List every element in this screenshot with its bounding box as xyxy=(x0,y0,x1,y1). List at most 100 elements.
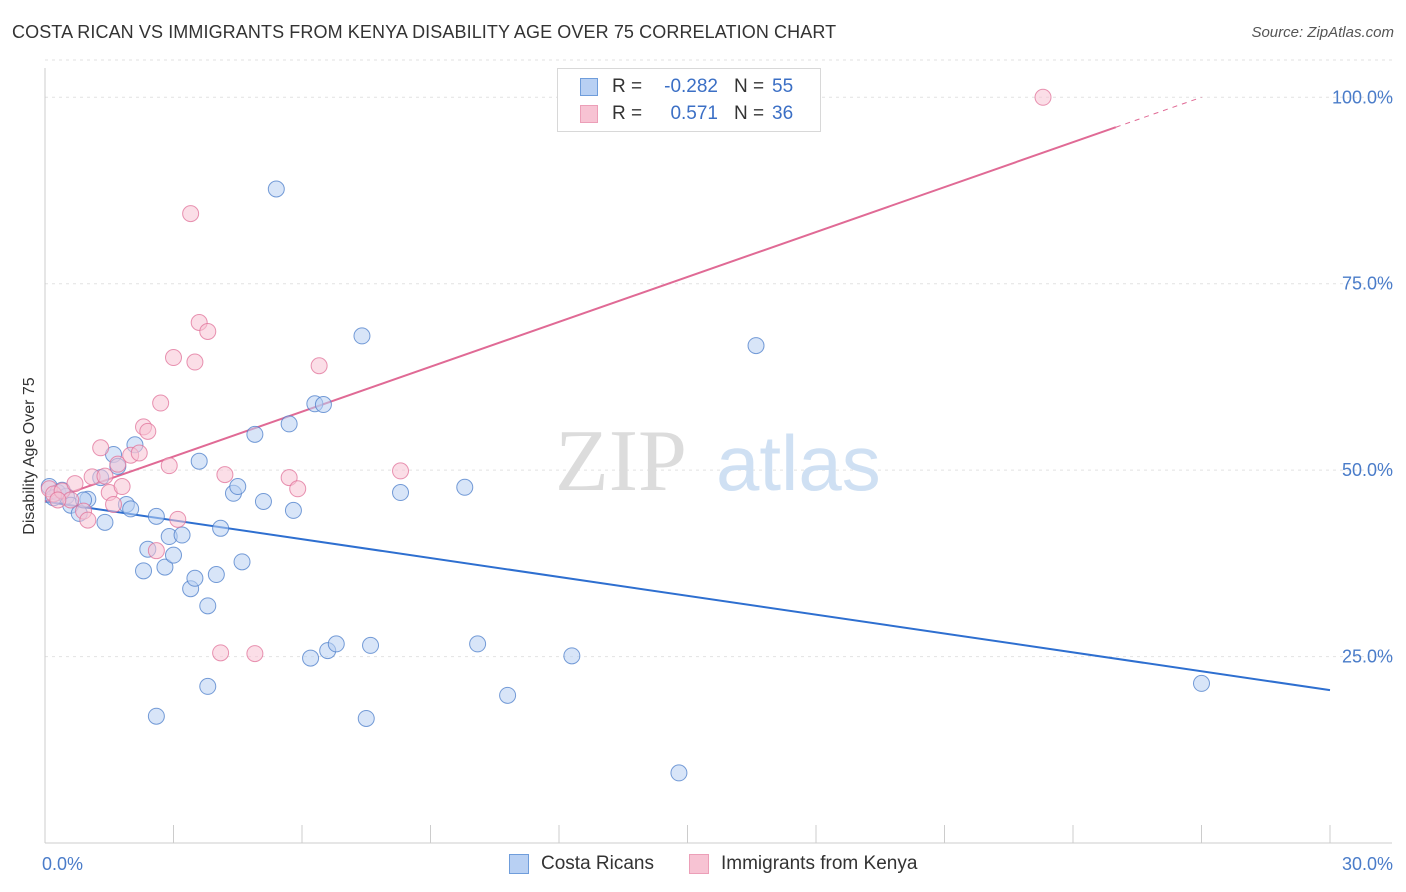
y-axis-label: Disability Age Over 75 xyxy=(21,377,38,535)
legend-r-label: R = xyxy=(612,103,643,124)
point-costa-rican xyxy=(147,507,165,525)
data-points xyxy=(40,88,1210,782)
point-costa-rican xyxy=(353,327,371,345)
point-costa-rican xyxy=(362,636,380,654)
point-kenya xyxy=(130,444,148,462)
legend-swatch-pink xyxy=(580,105,598,123)
point-costa-rican xyxy=(392,484,410,502)
y-tick-label: 75.0% xyxy=(1342,274,1393,294)
legend-swatch-blue xyxy=(580,78,598,96)
x-tick-label: 30.0% xyxy=(1342,854,1393,874)
point-costa-rican xyxy=(156,558,174,576)
point-kenya xyxy=(216,466,234,484)
point-costa-rican xyxy=(280,415,298,433)
point-kenya xyxy=(186,353,204,371)
x-tick-label: 0.0% xyxy=(42,854,83,874)
point-costa-rican xyxy=(302,649,320,667)
point-kenya xyxy=(66,475,84,493)
point-costa-rican xyxy=(254,492,272,510)
watermark-zip: ZIP xyxy=(555,413,687,510)
point-costa-rican xyxy=(284,501,302,519)
point-costa-rican xyxy=(267,180,285,198)
legend-label: Costa Ricans xyxy=(541,853,654,874)
legend-r-value: -0.282 xyxy=(664,76,718,97)
trend-lines xyxy=(44,96,1331,692)
legend-item-costa-ricans[interactable]: Costa Ricans xyxy=(509,852,654,876)
y-tick-label: 50.0% xyxy=(1342,460,1393,480)
watermark: ZIP atlas xyxy=(555,413,881,510)
point-kenya xyxy=(96,467,114,485)
point-costa-rican xyxy=(165,546,182,564)
point-costa-rican xyxy=(173,526,191,544)
watermark-atlas: atlas xyxy=(716,419,881,507)
chart-title: COSTA RICAN VS IMMIGRANTS FROM KENYA DIS… xyxy=(12,22,837,42)
y-tick-label: 100.0% xyxy=(1332,87,1393,107)
point-costa-rican xyxy=(190,452,208,470)
point-costa-rican xyxy=(499,686,517,704)
point-costa-rican xyxy=(233,553,251,571)
legend-r-label: R = xyxy=(612,76,643,97)
point-kenya xyxy=(92,439,110,457)
trend-line-kenya xyxy=(44,126,1117,503)
point-kenya xyxy=(165,349,182,367)
point-costa-rican xyxy=(327,635,345,653)
axes xyxy=(44,68,1392,844)
point-costa-rican xyxy=(147,707,165,725)
point-kenya xyxy=(49,491,67,509)
point-costa-rican xyxy=(96,513,114,531)
trend-line-kenya-extension xyxy=(1115,96,1202,128)
point-kenya xyxy=(310,357,328,375)
point-costa-rican xyxy=(207,566,225,584)
legend-row-costa-ricans: R = -0.282 N = 55 xyxy=(580,74,793,100)
point-kenya xyxy=(113,478,131,496)
point-costa-rican xyxy=(469,635,487,653)
point-kenya xyxy=(169,510,187,528)
point-kenya xyxy=(139,422,157,440)
point-kenya xyxy=(280,469,298,487)
point-costa-rican xyxy=(314,396,332,414)
source-label: Source: ZipAtlas.com xyxy=(1251,24,1394,41)
y-tick-label: 25.0% xyxy=(1342,647,1393,667)
legend-box: R = -0.282 N = 55 R = 0.571 N = 36 xyxy=(557,68,821,132)
point-kenya xyxy=(1034,88,1052,106)
legend-swatch-pink xyxy=(689,854,709,874)
legend-item-kenya[interactable]: Immigrants from Kenya xyxy=(689,852,917,876)
point-costa-rican xyxy=(747,337,765,355)
legend-swatch-blue xyxy=(509,854,529,874)
legend-label: Immigrants from Kenya xyxy=(721,853,918,874)
point-kenya xyxy=(160,457,178,475)
legend-n-label: N = xyxy=(734,103,765,124)
point-kenya xyxy=(246,645,264,663)
point-kenya xyxy=(212,644,230,662)
point-costa-rican xyxy=(199,677,217,695)
point-costa-rican xyxy=(1193,674,1210,692)
point-kenya xyxy=(289,480,307,498)
legend-n-value: 55 xyxy=(772,76,794,97)
point-costa-rican xyxy=(135,562,153,580)
tick-labels: 100.0% 75.0% 50.0% 25.0% 0.0% 30.0% xyxy=(42,87,1393,874)
point-kenya xyxy=(182,205,200,223)
point-costa-rican xyxy=(670,764,688,782)
legend-n-label: N = xyxy=(734,76,765,97)
point-kenya xyxy=(392,462,410,480)
trend-line-costa-ricans xyxy=(44,500,1331,692)
point-costa-rican xyxy=(212,519,230,537)
point-costa-rican xyxy=(199,597,217,615)
point-costa-rican xyxy=(563,647,581,665)
point-costa-rican xyxy=(456,478,474,496)
point-kenya xyxy=(105,495,123,513)
point-costa-rican xyxy=(357,709,375,727)
point-costa-rican xyxy=(122,500,140,518)
point-kenya xyxy=(109,455,127,473)
point-costa-rican xyxy=(186,569,204,587)
point-kenya xyxy=(199,322,217,340)
point-kenya xyxy=(152,394,170,412)
point-costa-rican xyxy=(246,425,264,443)
point-kenya xyxy=(147,542,165,560)
point-costa-rican xyxy=(229,478,247,496)
legend-row-kenya: R = 0.571 N = 36 xyxy=(580,101,793,127)
point-kenya xyxy=(79,511,97,529)
legend-n-value: 36 xyxy=(772,103,794,124)
legend-r-value: 0.571 xyxy=(670,103,718,124)
